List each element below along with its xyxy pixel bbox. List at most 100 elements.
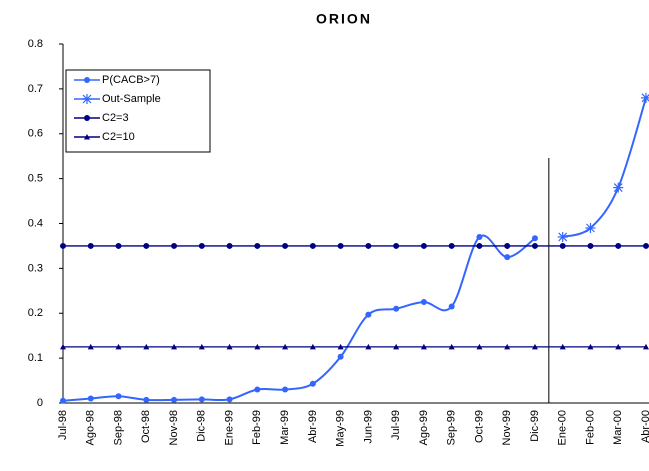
x-tick-label: Ene-99 [223, 410, 235, 445]
point [365, 311, 372, 318]
x-tick-label: Nov-99 [501, 410, 513, 445]
point [393, 242, 400, 249]
point [557, 231, 568, 242]
y-tick-label: 0.7 [28, 83, 43, 95]
point [613, 182, 624, 193]
legend-label: C2=3 [102, 112, 129, 124]
point [559, 242, 566, 249]
point [282, 343, 289, 350]
point [198, 396, 205, 403]
legend: P(CACB>7) Out-Sample C2=3 C2=10 [65, 69, 211, 153]
x-tick-label: Abr-00 [640, 410, 649, 443]
point [615, 242, 622, 249]
point [226, 396, 233, 403]
y-tick-label: 0 [37, 397, 43, 409]
y-tick-label: 0.2 [28, 307, 43, 319]
y-tick-label: 0.1 [28, 352, 43, 364]
point [115, 343, 122, 350]
line [62, 234, 536, 402]
line [562, 97, 647, 238]
point [198, 343, 205, 350]
point [171, 396, 178, 403]
chart-title: ORION [316, 11, 372, 27]
point [448, 343, 455, 350]
point [365, 343, 372, 350]
point [60, 397, 66, 404]
point [60, 343, 66, 350]
point [309, 242, 316, 249]
x-tick-label: Mar-00 [612, 410, 624, 445]
point [448, 242, 455, 249]
legend-label: C2=10 [102, 131, 135, 143]
point [143, 343, 150, 350]
point [87, 343, 94, 350]
series [60, 242, 649, 249]
point [115, 242, 122, 249]
point [143, 242, 150, 249]
point [337, 343, 344, 350]
x-tick-label: May-99 [335, 410, 347, 447]
point [226, 242, 233, 249]
point [115, 393, 122, 400]
x-tick-label: Sep-98 [112, 410, 124, 445]
point [60, 242, 66, 249]
point [337, 242, 344, 249]
series [60, 233, 538, 404]
point [476, 242, 483, 249]
x-tick-label: Nov-98 [168, 410, 180, 445]
point [587, 343, 594, 350]
x-tick-label: Ene-00 [557, 410, 569, 445]
x-tick-label: Mar-99 [279, 410, 291, 445]
point [643, 343, 649, 350]
x-tick-label: Feb-00 [584, 410, 596, 445]
legend-label: Out-Sample [102, 93, 161, 105]
point [420, 299, 427, 306]
point [198, 242, 205, 249]
point [337, 353, 344, 360]
x-tick-label: Oct-99 [473, 410, 485, 443]
y-tick-label: 0.3 [28, 262, 43, 274]
y-tick-label: 0.5 [28, 173, 43, 185]
x-tick-label: Jul-98 [57, 410, 69, 440]
legend-label: P(CACB>7) [102, 74, 160, 86]
point [476, 233, 483, 240]
point [309, 380, 316, 387]
x-tick-label: Ago-98 [85, 410, 97, 445]
point [254, 386, 261, 393]
point [87, 242, 94, 249]
point [393, 305, 400, 312]
x-tick-label: Jul-99 [390, 410, 402, 440]
point [448, 303, 455, 310]
point [143, 396, 150, 403]
x-tick-label: Oct-98 [140, 410, 152, 443]
x-tick-label: Abr-99 [307, 410, 319, 443]
point [587, 242, 594, 249]
point [641, 92, 649, 103]
point [171, 343, 178, 350]
point [282, 242, 289, 249]
x-tick-label: Ago-99 [418, 410, 430, 445]
point [531, 343, 538, 350]
series [557, 92, 649, 242]
point [282, 386, 289, 393]
point [504, 343, 511, 350]
point [82, 94, 92, 104]
point [531, 242, 538, 249]
point [531, 235, 538, 242]
point [615, 343, 622, 350]
point [559, 343, 566, 350]
point [254, 343, 261, 350]
point [393, 343, 400, 350]
point [365, 242, 372, 249]
point [171, 242, 178, 249]
point [476, 343, 483, 350]
y-tick-label: 0.4 [28, 217, 43, 229]
series [60, 343, 649, 350]
legend-box [65, 69, 211, 153]
point [585, 222, 596, 233]
point [420, 343, 427, 350]
point [254, 242, 261, 249]
point [420, 242, 427, 249]
point [504, 254, 511, 261]
